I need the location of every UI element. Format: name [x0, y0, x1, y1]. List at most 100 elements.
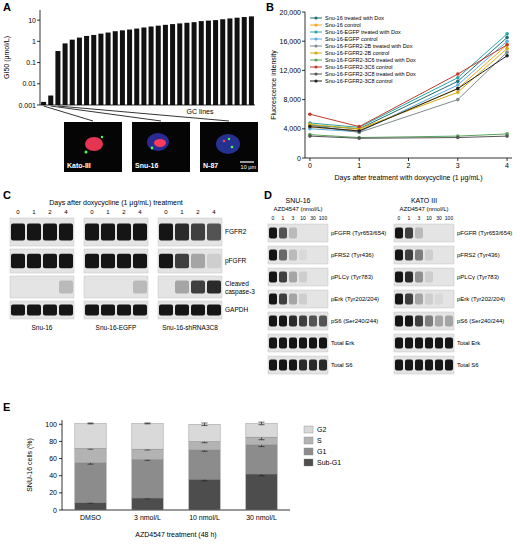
error-cap: [259, 424, 265, 425]
band: [159, 224, 173, 241]
y-tick-label: 0.001: [18, 102, 36, 109]
lane-label: 1: [282, 215, 285, 221]
plot-area: [308, 32, 509, 140]
band: [207, 224, 221, 241]
legend-marker: [314, 51, 317, 54]
band: [289, 250, 297, 261]
error-cap: [202, 425, 208, 426]
lane-label: 2: [122, 209, 126, 215]
row-label: pFGFR (Tyr653/654): [331, 230, 386, 236]
bar: [41, 102, 46, 105]
x-axis-label: GC lines: [187, 108, 214, 115]
y-tick-label: 8,000: [283, 96, 301, 103]
band: [101, 305, 115, 316]
fish-signal: [154, 139, 166, 147]
error-cap: [145, 423, 151, 424]
band: [445, 272, 453, 283]
y-tick-label: 0.01: [22, 80, 36, 87]
band: [117, 224, 131, 241]
legend-label: S: [317, 437, 322, 444]
series-line: [310, 134, 507, 138]
lane-label: 2: [48, 209, 52, 215]
blot-strip: [10, 218, 74, 246]
band: [445, 294, 453, 305]
marker: [308, 125, 312, 129]
error-cap: [259, 475, 265, 476]
bar: [163, 25, 168, 105]
blot-strip: [268, 246, 328, 264]
band: [319, 228, 327, 239]
x-axis-label: AZD4547 treatment (48 h): [135, 531, 216, 539]
legend-marker: [314, 44, 317, 47]
y-tick: [37, 83, 40, 84]
lane-label: 4: [212, 209, 216, 215]
band: [101, 224, 115, 241]
band: [395, 360, 403, 371]
y-tick: [59, 458, 62, 459]
blot-strip: [268, 290, 328, 308]
group-label: KATO III: [411, 197, 437, 204]
group-label: SNU-16: [286, 197, 311, 204]
legend-marker: [314, 23, 317, 26]
blot-strip: [84, 276, 148, 298]
series-line: [310, 41, 507, 132]
bar: [199, 21, 204, 105]
band: [299, 294, 307, 305]
marker: [505, 32, 509, 36]
band: [133, 254, 147, 268]
y-tick: [59, 441, 62, 442]
blot-strip: [158, 249, 222, 273]
legend-label: G1: [317, 448, 326, 455]
bar: [177, 23, 182, 105]
band: [405, 338, 413, 349]
band: [269, 228, 277, 239]
blot-strip: [10, 249, 74, 273]
x-tick: [507, 158, 508, 161]
band: [309, 228, 317, 239]
blot-strip: [268, 334, 328, 352]
band: [309, 294, 317, 305]
bar: [98, 34, 103, 105]
marker: [456, 136, 460, 140]
marker: [357, 130, 361, 134]
x-tick: [309, 158, 310, 161]
bar-segment: [75, 448, 106, 463]
marker: [505, 134, 509, 138]
legend: Snu-16 treated with DoxSnu-16 controlSnu…: [310, 15, 416, 84]
band: [445, 228, 453, 239]
row-label: pFGFR: [225, 257, 247, 265]
nucleus: [147, 133, 169, 151]
lane-label: 1: [32, 209, 36, 215]
bar: [235, 18, 240, 105]
band: [415, 294, 423, 305]
band: [117, 280, 131, 293]
band: [269, 272, 277, 283]
band: [435, 360, 443, 371]
x-tick-label: 0: [308, 162, 312, 169]
image-label: N-87: [203, 162, 218, 169]
band: [175, 305, 189, 316]
bar-segment: [189, 424, 220, 441]
y-axis-label: SNU-16 cells (%): [26, 438, 34, 492]
band: [405, 228, 413, 239]
band: [319, 272, 327, 283]
group-label: Snu-16-EGFP: [96, 324, 137, 331]
legend-label: Snu-16-FGFR2-2B treated with Dox: [325, 43, 413, 49]
row-label-line: Cleaved: [225, 280, 249, 287]
micrograph: [132, 122, 190, 172]
error-cap: [202, 451, 208, 452]
error-cap: [145, 498, 151, 499]
blot-strip: [268, 356, 328, 374]
band: [207, 254, 221, 268]
band: [415, 272, 423, 283]
band: [11, 224, 25, 241]
band: [425, 360, 433, 371]
y-tick: [302, 12, 305, 13]
row-label: pFGFR (Tyr653/654): [457, 230, 512, 236]
fish-signal: [228, 138, 230, 140]
y-tick: [59, 424, 62, 425]
band: [289, 360, 297, 371]
band: [299, 316, 307, 327]
bar: [149, 27, 154, 105]
legend-marker: [314, 58, 317, 61]
